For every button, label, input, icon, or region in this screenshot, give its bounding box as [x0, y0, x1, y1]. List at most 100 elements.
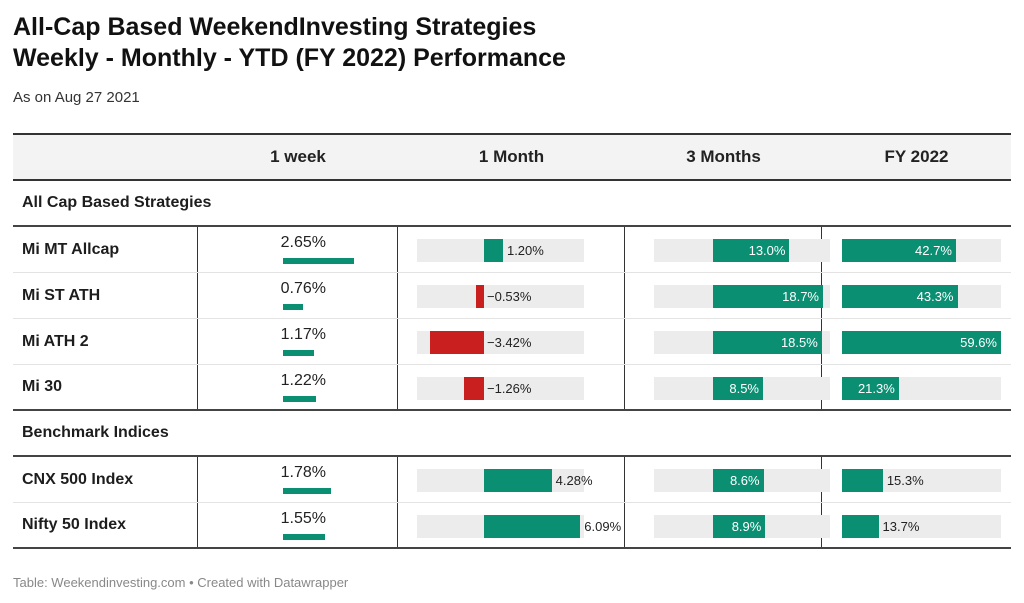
fy-bar	[842, 515, 879, 538]
month-cell: −3.42%	[398, 319, 625, 364]
three-month-track: 8.5%	[654, 377, 830, 400]
month-label: 6.09%	[584, 519, 622, 534]
week-value: 1.78%	[280, 464, 326, 481]
three-month-track: 8.6%	[654, 469, 830, 492]
three-month-cell: 18.5%	[625, 319, 830, 364]
fy-cell: 21.3%	[822, 365, 1011, 409]
week-bar	[283, 534, 325, 540]
strategy-name: Nifty 50 Index	[13, 503, 198, 547]
three-month-track: 18.7%	[654, 285, 830, 308]
fy-track: 13.7%	[842, 515, 1001, 538]
header-fy-2022: FY 2022	[884, 147, 949, 166]
chart-title: All-Cap Based WeekendInvesting Strategie…	[13, 12, 566, 74]
three-month-bar	[713, 331, 822, 354]
group-header: All Cap Based Strategies	[13, 181, 1011, 227]
month-cell: 1.20%	[398, 227, 625, 272]
week-bar	[283, 304, 304, 310]
month-track: 6.09%	[417, 515, 621, 538]
week-bar	[283, 396, 316, 402]
week-value: 2.65%	[280, 234, 326, 251]
month-label: −1.26%	[487, 381, 532, 396]
fy-label: 42.7%	[915, 243, 952, 258]
three-month-label: 18.5%	[780, 335, 818, 350]
table-top-rule	[13, 133, 1011, 135]
fy-cell: 42.7%	[822, 227, 1011, 272]
table-row: Mi MT Allcap 2.65% 1.20% 13.0% 42.7%	[13, 227, 1011, 273]
fy-bar	[842, 239, 956, 262]
three-month-cell: 18.7%	[625, 273, 830, 318]
fy-track: 21.3%	[842, 377, 1001, 400]
fy-label: 15.3%	[886, 473, 924, 488]
title-line-2: Weekly - Monthly - YTD (FY 2022) Perform…	[13, 44, 566, 72]
three-month-label: 8.5%	[729, 381, 759, 396]
strategy-name: Mi MT Allcap	[13, 227, 198, 272]
chart-subtitle: As on Aug 27 2021	[13, 89, 140, 106]
three-month-bar	[713, 469, 764, 492]
three-month-cell: 13.0%	[625, 227, 830, 272]
table-header: 1 week 1 Month 3 Months FY 2022	[13, 135, 1011, 181]
three-month-bar	[713, 515, 766, 538]
month-bar	[484, 239, 503, 262]
month-cell: 4.28%	[398, 457, 625, 502]
week-bar	[283, 258, 354, 264]
table-row: Mi ST ATH 0.76% −0.53% 18.7% 43.3%	[13, 273, 1011, 319]
three-month-bar	[713, 239, 790, 262]
week-cell: 0.76%	[198, 273, 398, 318]
fy-track: 43.3%	[842, 285, 1001, 308]
three-month-track: 13.0%	[654, 239, 830, 262]
month-bar	[464, 377, 484, 400]
month-label: 1.20%	[506, 243, 544, 258]
month-bar	[429, 331, 484, 354]
fy-cell: 59.6%	[822, 319, 1011, 364]
month-label: −3.42%	[487, 335, 532, 350]
month-bar	[484, 469, 552, 492]
month-track: 1.20%	[417, 239, 584, 262]
fy-cell: 15.3%	[822, 457, 1011, 502]
month-cell: −0.53%	[398, 273, 625, 318]
header-1-month: 1 Month	[478, 147, 545, 166]
strategy-name: Mi 30	[13, 365, 198, 409]
week-cell: 1.22%	[198, 365, 398, 409]
fy-cell: 43.3%	[822, 273, 1011, 318]
week-cell: 1.78%	[198, 457, 398, 502]
header-1-week: 1 week	[270, 147, 326, 166]
three-month-label: 8.9%	[731, 519, 762, 534]
month-cell: −1.26%	[398, 365, 625, 409]
header-3-months: 3 Months	[686, 147, 761, 166]
month-track: −1.26%	[417, 377, 584, 400]
table-body: All Cap Based Strategies Mi MT Allcap 2.65…	[13, 181, 1011, 549]
week-cell: 1.17%	[198, 319, 398, 364]
week-cell: 2.65%	[198, 227, 398, 272]
three-month-label: 8.6%	[729, 473, 760, 488]
month-bar	[484, 515, 581, 538]
fy-track: 15.3%	[842, 469, 1001, 492]
three-month-label: 13.0%	[748, 243, 786, 258]
strategy-name: Mi ATH 2	[13, 319, 198, 364]
month-track: −0.53%	[417, 285, 584, 308]
table-row: Mi ATH 2 1.17% −3.42% 18.5% 59.6%	[13, 319, 1011, 365]
fy-bar	[842, 377, 899, 400]
table-row: Mi 30 1.22% −1.26% 8.5% 21.3%	[13, 365, 1011, 411]
strategy-name: Mi ST ATH	[13, 273, 198, 318]
three-month-cell: 8.6%	[625, 457, 830, 502]
week-value: 1.55%	[280, 510, 326, 527]
fy-label: 21.3%	[857, 381, 895, 396]
fy-label: 43.3%	[916, 289, 954, 304]
three-month-track: 8.9%	[654, 515, 830, 538]
three-month-cell: 8.9%	[625, 503, 830, 547]
month-label: −0.53%	[487, 289, 532, 304]
three-month-cell: 8.5%	[625, 365, 830, 409]
fy-label: 59.6%	[960, 335, 997, 350]
group-header: Benchmark Indices	[13, 411, 1011, 457]
month-cell: 6.09%	[398, 503, 625, 547]
month-track: 4.28%	[417, 469, 593, 492]
title-line-1: All-Cap Based WeekendInvesting Strategie…	[13, 13, 537, 41]
month-track: −3.42%	[417, 331, 584, 354]
three-month-track: 18.5%	[654, 331, 830, 354]
fy-label: 13.7%	[882, 519, 920, 534]
week-bar	[283, 488, 331, 494]
month-bar	[475, 285, 484, 308]
week-value: 1.17%	[280, 326, 326, 343]
fy-bar	[842, 331, 1001, 354]
strategy-name: CNX 500 Index	[13, 457, 198, 502]
